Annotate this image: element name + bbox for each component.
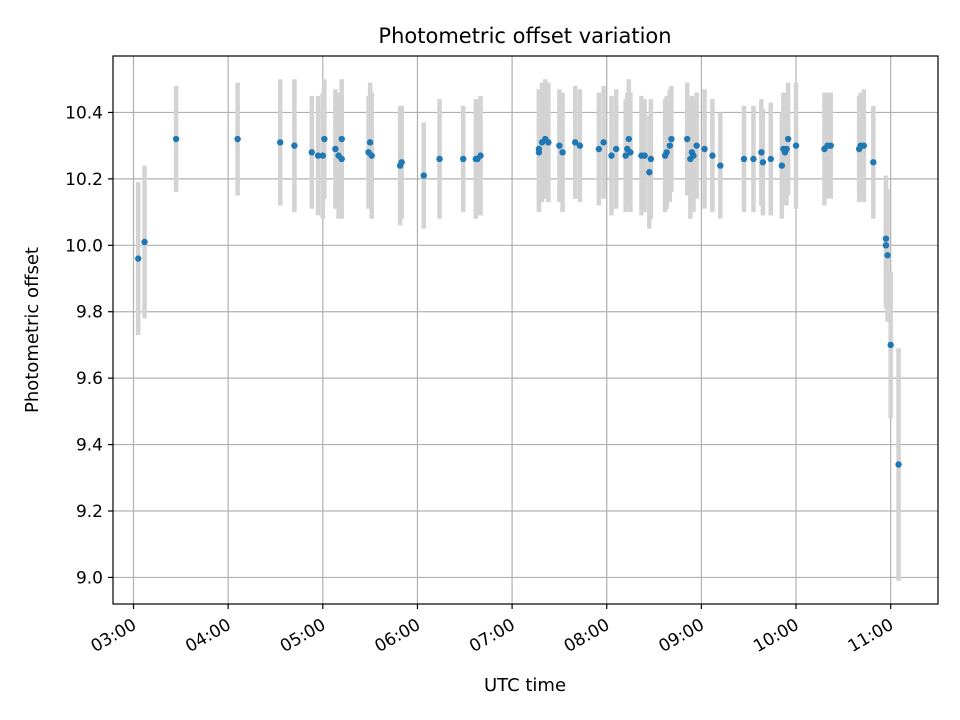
data-point — [308, 149, 315, 156]
data-point — [792, 142, 800, 149]
y-tick-label: 9.8 — [76, 303, 103, 323]
data-point — [882, 235, 890, 242]
x-axis-ticks: 03:00 04:00 05:00 06:00 07:00 08:00 09:00 10:00… — [88, 604, 897, 657]
data-point — [759, 159, 767, 166]
data-point — [613, 145, 620, 153]
data-point — [595, 145, 603, 153]
x-tick-label: 05:00 — [277, 615, 329, 657]
data-point — [556, 142, 563, 149]
data-point — [366, 139, 374, 146]
data-point — [827, 142, 834, 149]
data-point — [783, 145, 790, 153]
data-point — [884, 252, 891, 259]
data-point — [709, 152, 716, 159]
data-point — [545, 139, 552, 146]
data-point — [600, 139, 607, 146]
data-point — [767, 155, 774, 163]
data-point — [750, 155, 757, 163]
y-tick-label: 9.6 — [76, 369, 103, 389]
x-tick-label: 03:00 — [88, 615, 140, 657]
data-point — [860, 142, 868, 149]
data-point — [338, 155, 345, 163]
data-point — [398, 159, 405, 166]
data-point — [368, 152, 375, 159]
data-point — [319, 152, 326, 159]
data-point — [701, 145, 708, 153]
x-tick-label: 08:00 — [561, 615, 613, 657]
data-point — [576, 142, 584, 149]
data-points — [135, 135, 902, 468]
data-point — [683, 135, 691, 143]
chart-title: Photometric offset variation — [378, 24, 671, 48]
data-point — [693, 142, 700, 149]
data-point — [535, 149, 543, 156]
x-tick-label: 04:00 — [182, 615, 234, 657]
plot-frame — [112, 55, 939, 605]
data-point — [608, 152, 615, 159]
data-point — [291, 142, 298, 149]
data-point — [332, 145, 339, 153]
data-point — [625, 135, 633, 143]
y-axis-label: Photometric offset — [22, 247, 43, 413]
data-point — [141, 238, 148, 246]
x-tick-label: 10:00 — [750, 615, 802, 657]
data-point — [690, 152, 697, 159]
data-point — [668, 135, 675, 143]
data-point — [338, 135, 345, 143]
x-axis-label: UTC time — [484, 675, 566, 696]
data-point — [717, 162, 724, 169]
data-point — [882, 242, 890, 249]
data-point — [277, 139, 284, 146]
data-point — [895, 461, 902, 468]
y-tick-label: 9.0 — [76, 568, 103, 588]
x-tick-label: 07:00 — [466, 615, 518, 657]
y-tick-label: 9.4 — [76, 436, 103, 456]
x-tick-label: 09:00 — [655, 615, 707, 657]
x-tick-label: 11:00 — [845, 615, 897, 657]
y-axis-ticks: 9.0 9.2 9.4 9.6 9.8 10.0 10.2 10.4 — [65, 103, 113, 588]
data-point — [622, 152, 629, 159]
data-point — [641, 152, 648, 159]
data-point — [887, 341, 894, 349]
data-point — [740, 155, 748, 163]
data-point — [758, 149, 765, 156]
data-point — [321, 135, 328, 143]
data-point — [646, 169, 653, 176]
data-point — [135, 255, 142, 262]
data-point — [172, 135, 180, 143]
data-point — [459, 155, 467, 163]
grid — [113, 56, 938, 604]
data-point — [477, 152, 484, 159]
y-tick-label: 9.2 — [76, 502, 103, 522]
data-point — [420, 172, 427, 179]
data-point — [647, 155, 655, 163]
data-point — [784, 135, 792, 143]
data-point — [870, 159, 877, 166]
data-point — [663, 149, 670, 156]
data-point — [559, 149, 566, 156]
y-tick-label: 10.0 — [65, 236, 103, 256]
data-point — [571, 139, 579, 146]
y-tick-label: 10.2 — [65, 170, 103, 190]
data-point — [778, 162, 786, 169]
y-tick-label: 10.4 — [65, 103, 103, 123]
x-tick-label: 06:00 — [372, 615, 424, 657]
data-point — [234, 135, 241, 143]
data-point — [666, 142, 674, 149]
data-point — [436, 155, 443, 163]
data-point — [627, 149, 634, 156]
data-point — [314, 152, 322, 159]
